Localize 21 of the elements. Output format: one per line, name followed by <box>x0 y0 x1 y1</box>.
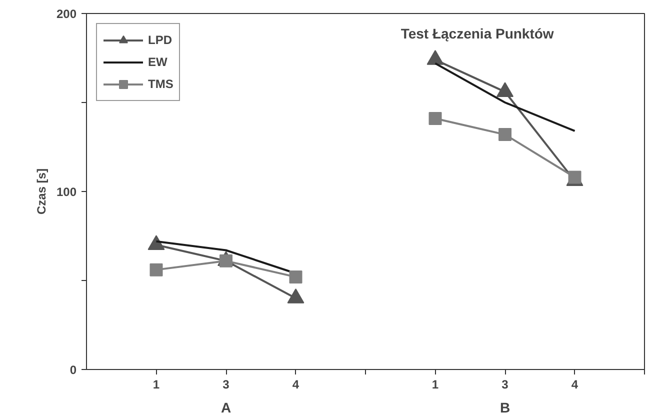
point <box>150 263 163 276</box>
legend-label: TMS <box>148 77 174 91</box>
text: Test Łączenia Punktów <box>400 26 554 42</box>
x-tick-label: 4 <box>571 378 578 392</box>
legend-label: LPD <box>148 33 172 47</box>
legend-label: EW <box>148 55 168 69</box>
point <box>496 82 514 97</box>
x-tick-label: 1 <box>152 378 160 392</box>
point <box>289 270 302 284</box>
text: B <box>500 400 510 416</box>
text: A <box>220 400 232 416</box>
y-tick-label: 200 <box>56 7 77 21</box>
y-tick-label: 0 <box>70 363 77 377</box>
y-axis-title: Czas [s] <box>34 168 48 215</box>
point <box>220 254 232 268</box>
point <box>426 50 444 65</box>
y-tick-label: 100 <box>56 185 77 199</box>
x-tick-label: 3 <box>502 378 509 392</box>
x-tick-label: 4 <box>292 378 300 392</box>
x-tick-label: 3 <box>222 378 230 392</box>
x-tick-label: 1 <box>432 378 439 392</box>
